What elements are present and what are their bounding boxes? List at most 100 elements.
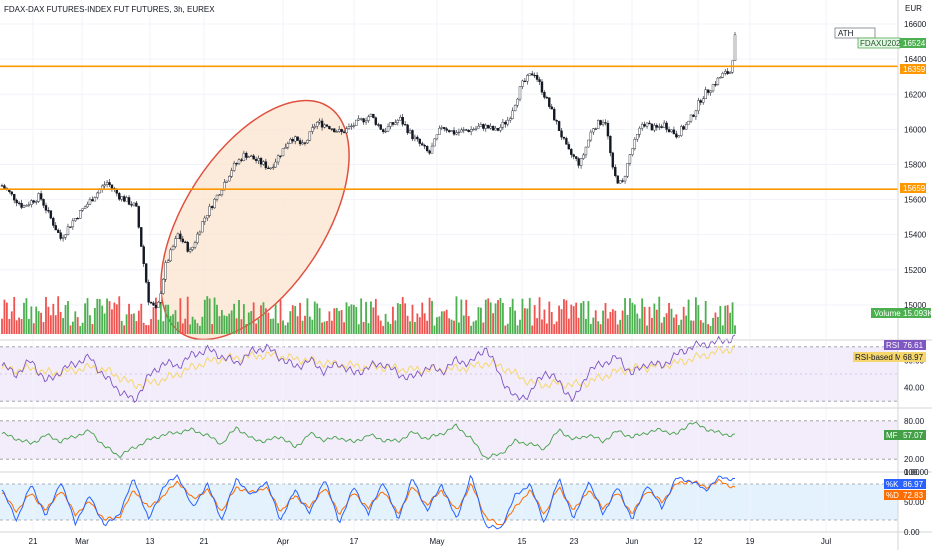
candle-body <box>467 130 470 133</box>
candle-body <box>687 120 690 125</box>
time-axis[interactable]: 21 Mar 13 21 Apr 17 May 15 23 Jun 12 19 Jul <box>29 537 832 546</box>
candle-body <box>399 117 402 121</box>
volume-bar <box>25 298 28 334</box>
volume-bar <box>264 308 267 334</box>
candle-body <box>281 148 285 157</box>
candle-body <box>684 124 688 130</box>
volume-bar <box>396 303 399 334</box>
candle-body <box>574 156 578 159</box>
price-tick-label: 15600 <box>904 196 927 205</box>
candle-body <box>74 218 77 222</box>
candle-body <box>509 118 512 121</box>
volume-bar <box>338 310 341 334</box>
volume-bar <box>240 319 243 334</box>
volume-bar <box>345 302 348 334</box>
candle-body <box>565 138 568 145</box>
rsi-band <box>0 346 898 402</box>
volume-bar <box>177 321 179 334</box>
candle-body <box>494 127 497 131</box>
volume-bar <box>145 325 148 334</box>
candle-body <box>621 180 624 182</box>
stoch-tick-label: 100.00 <box>904 468 929 477</box>
volume-bar <box>619 319 622 334</box>
volume-bar <box>567 318 570 334</box>
volume-bar <box>203 299 206 334</box>
volume-bar <box>30 306 33 334</box>
volume-bar <box>709 325 712 334</box>
rsi-tick-label: 40.00 <box>904 384 925 393</box>
candle-body <box>269 167 272 169</box>
volume-bar <box>130 314 133 334</box>
candle-body <box>3 185 6 189</box>
volume-bar <box>724 305 727 334</box>
mf-tick-label: 20.00 <box>904 455 925 464</box>
volume-bar <box>27 318 30 334</box>
volume-bar <box>370 301 372 334</box>
volume-bar <box>316 303 319 334</box>
volume-bar <box>184 318 187 334</box>
candle-body <box>667 129 671 133</box>
volume-bar <box>164 304 167 334</box>
candle-body <box>697 100 700 112</box>
candle-body <box>381 129 385 133</box>
candle-body <box>203 217 206 222</box>
volume-bar <box>262 302 265 334</box>
candle-body <box>389 122 392 127</box>
rsi-label-box <box>884 340 900 350</box>
volume-bar <box>111 309 113 334</box>
candle-body <box>345 128 348 134</box>
candle-body <box>359 118 363 120</box>
candle-body <box>438 127 441 135</box>
volume-bar <box>133 313 135 334</box>
volume-bar <box>560 309 563 334</box>
candle-body <box>491 125 495 131</box>
volume-bars <box>1 296 736 334</box>
candle-body <box>692 114 695 117</box>
candle-body <box>201 221 204 233</box>
volume-bar <box>523 308 526 334</box>
candle-body <box>272 166 275 169</box>
candle-body <box>445 128 448 131</box>
volume-bar <box>604 303 607 334</box>
volume-bar <box>673 317 675 334</box>
candle-body <box>601 122 605 125</box>
candle-body <box>27 204 31 206</box>
volume-bar <box>479 307 482 334</box>
volume-bar <box>89 315 91 334</box>
time-tick-label: 15 <box>518 537 527 546</box>
candle-body <box>64 234 67 238</box>
volume-bar <box>52 303 55 334</box>
volume-bar <box>453 320 455 334</box>
volume-bar <box>533 305 536 334</box>
candle-body <box>337 129 341 132</box>
candle-body <box>640 124 644 129</box>
volume-label: Volume <box>874 309 901 318</box>
volume-bar <box>638 318 641 334</box>
price-axis[interactable]: 15000 15200 15400 15600 15800 16000 16200 16400… <box>904 20 929 537</box>
volume-bar <box>296 316 299 334</box>
time-tick-label: Jul <box>821 537 831 546</box>
candle-body <box>425 145 429 152</box>
time-tick-label: 13 <box>146 537 155 546</box>
volume-bar <box>450 319 453 334</box>
candle-body <box>59 232 62 239</box>
volume-bar <box>597 321 600 334</box>
candle-body <box>186 241 189 252</box>
volume-bar <box>655 309 658 334</box>
volume-bar <box>716 316 719 334</box>
volume-bar <box>731 302 734 334</box>
candle-body <box>350 125 353 127</box>
candle-body <box>218 194 221 196</box>
volume-bar <box>729 312 732 334</box>
volume-bar <box>135 321 138 334</box>
volume-bar <box>382 325 385 334</box>
currency-label: EUR <box>905 4 922 13</box>
k-label-box <box>884 479 900 489</box>
candle-body <box>225 180 228 183</box>
volume-bar <box>199 325 201 334</box>
volume-bar <box>10 311 13 334</box>
volume-bar <box>497 300 499 334</box>
stoch-tick-label: 50.00 <box>904 498 925 507</box>
volume-bar <box>675 314 678 334</box>
volume-bar <box>582 301 585 334</box>
